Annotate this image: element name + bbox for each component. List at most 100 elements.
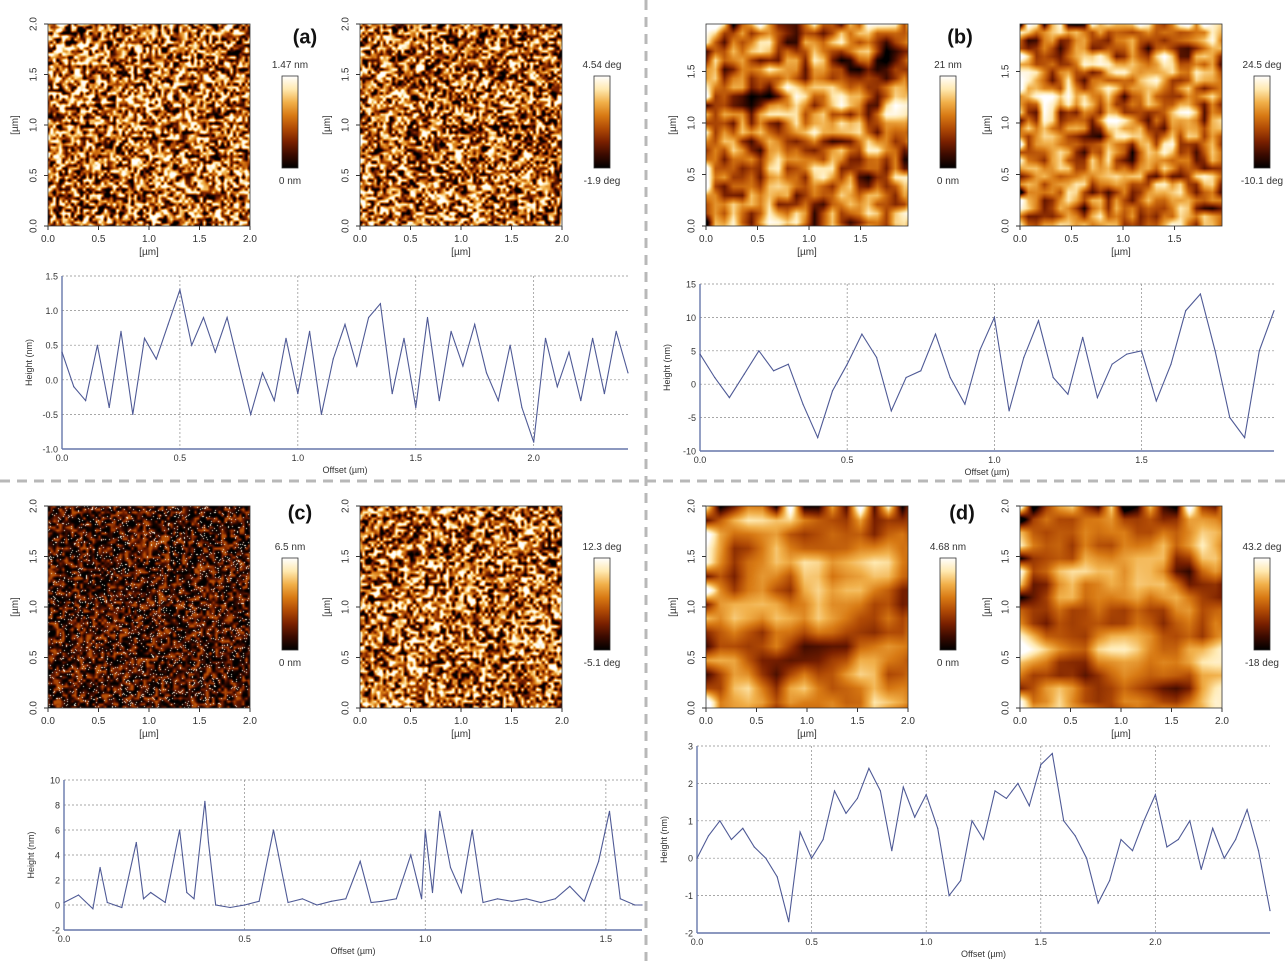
profile-point	[641, 904, 643, 906]
profile-point	[696, 857, 698, 859]
profile-point	[511, 900, 513, 902]
profile-point	[1257, 850, 1260, 852]
profile-point	[1040, 764, 1042, 766]
profile-point	[77, 894, 80, 896]
y-tick-label: -1.0	[42, 445, 58, 455]
x-tick-label: 0.0	[699, 234, 713, 245]
y-tick-label: 1.0	[341, 118, 352, 132]
colorbar	[1253, 557, 1271, 651]
profile-point	[1109, 880, 1111, 882]
profile-point	[1063, 820, 1065, 822]
colorbar-max-label: 4.54 deg	[583, 60, 622, 71]
profile-point	[450, 330, 452, 332]
afm-image	[360, 24, 562, 226]
profile-point	[876, 356, 878, 359]
colorbar	[281, 75, 299, 169]
colorbar	[1253, 75, 1271, 169]
y-tick-label: 0.5	[341, 168, 352, 182]
x-tick-label: 1.5	[851, 716, 865, 727]
y-tick-label: 0.0	[1001, 219, 1012, 233]
profile-point	[583, 900, 585, 902]
y-tick-label: 0.5	[341, 650, 352, 664]
profile-point	[993, 316, 996, 318]
profile-point	[948, 895, 950, 897]
x-tick-label: 0.5	[1064, 716, 1078, 727]
profile-point	[244, 904, 246, 906]
afm-height-map: 0.0 0.5 1.0 1.5 2.0 0.0 0.5 1.0 1.5 2.0 [µm] [µm] 4.…	[668, 499, 975, 740]
x-tick-label: 0.0	[694, 455, 707, 465]
y-tick-label: 0.0	[687, 701, 698, 715]
y-tick-label: -10	[683, 447, 696, 457]
profile-point	[861, 333, 863, 335]
afm-phase-map: 0.0 0.5 1.0 1.5 0.0 0.5 1.0 1.5 [µm] [µm] 24.5 deg…	[982, 23, 1283, 258]
profile-point	[1166, 846, 1168, 848]
profile-line	[61, 287, 629, 443]
y-tick-label: 2.0	[29, 17, 40, 31]
x-tick-label: 0.0	[699, 716, 713, 727]
y-axis-label: Height (nm)	[662, 344, 672, 391]
y-tick-label: 1.5	[45, 272, 58, 282]
profile-point	[370, 901, 372, 904]
profile-point	[238, 365, 240, 367]
profile-point	[949, 376, 951, 379]
y-tick-label: 0.0	[45, 375, 58, 385]
profile-point	[540, 901, 542, 904]
colorbar-min-label: -10.1 deg	[1241, 176, 1283, 187]
y-tick-label: -2	[685, 929, 693, 939]
profile-point	[179, 829, 181, 831]
x-tick-label: 0.5	[1065, 234, 1079, 245]
x-tick-label: 1.5	[193, 234, 207, 245]
x-tick-label: 1.0	[1116, 234, 1130, 245]
x-tick-label: 1.0	[419, 934, 432, 944]
y-tick-label: 0.5	[687, 650, 698, 664]
y-axis-label: [µm]	[982, 597, 993, 617]
profile-point	[1189, 820, 1191, 822]
profile-point	[316, 904, 318, 906]
afm-image	[706, 24, 908, 226]
y-tick-label: 0	[691, 380, 696, 390]
profile-point	[905, 376, 907, 379]
profile-point	[569, 885, 571, 887]
x-tick-label: 1.0	[800, 716, 814, 727]
y-tick-label: 10	[686, 313, 696, 323]
x-tick-label: 0.5	[238, 934, 251, 944]
profile-point	[120, 330, 122, 332]
profile-point	[121, 906, 123, 909]
profile-point	[214, 351, 216, 353]
y-axis-label: [µm]	[10, 115, 21, 135]
x-axis-label: Offset (µm)	[330, 946, 375, 956]
y-tick-label: 1.0	[29, 600, 40, 614]
y-tick-label: -0.5	[42, 410, 58, 420]
x-tick-label: 0.5	[750, 716, 764, 727]
y-tick-label: -2	[52, 926, 60, 936]
profile-point	[719, 820, 721, 822]
profile-point	[207, 841, 210, 844]
profile-point	[509, 344, 511, 346]
profile-point	[99, 866, 101, 869]
x-axis-label: Offset (µm)	[964, 467, 1009, 477]
profile-point	[743, 373, 745, 375]
profile-point	[330, 900, 332, 902]
x-tick-label: 2.0	[901, 716, 915, 727]
profile-line	[696, 752, 1271, 922]
image-frame	[1019, 23, 1223, 227]
profile-point	[301, 898, 303, 900]
x-tick-label: 0.0	[56, 453, 69, 463]
x-tick-label: 1.5	[505, 234, 519, 245]
profile-point	[229, 906, 231, 909]
profile-point	[462, 365, 464, 367]
profile-point	[482, 901, 484, 904]
profile-point	[619, 898, 621, 900]
afm-image	[48, 506, 250, 708]
y-tick-label: 0.0	[341, 219, 352, 233]
panel-label: (b)	[947, 27, 973, 49]
x-tick-label: 0.5	[805, 937, 818, 947]
profile-point	[753, 846, 755, 848]
profile-point	[63, 901, 65, 904]
profile-point	[108, 406, 110, 409]
profile-point	[765, 857, 767, 859]
y-tick-label: 2.0	[341, 17, 352, 31]
y-tick-label: 0	[55, 901, 60, 911]
x-tick-label: 0.5	[404, 234, 418, 245]
x-tick-label: 0.0	[41, 716, 55, 727]
